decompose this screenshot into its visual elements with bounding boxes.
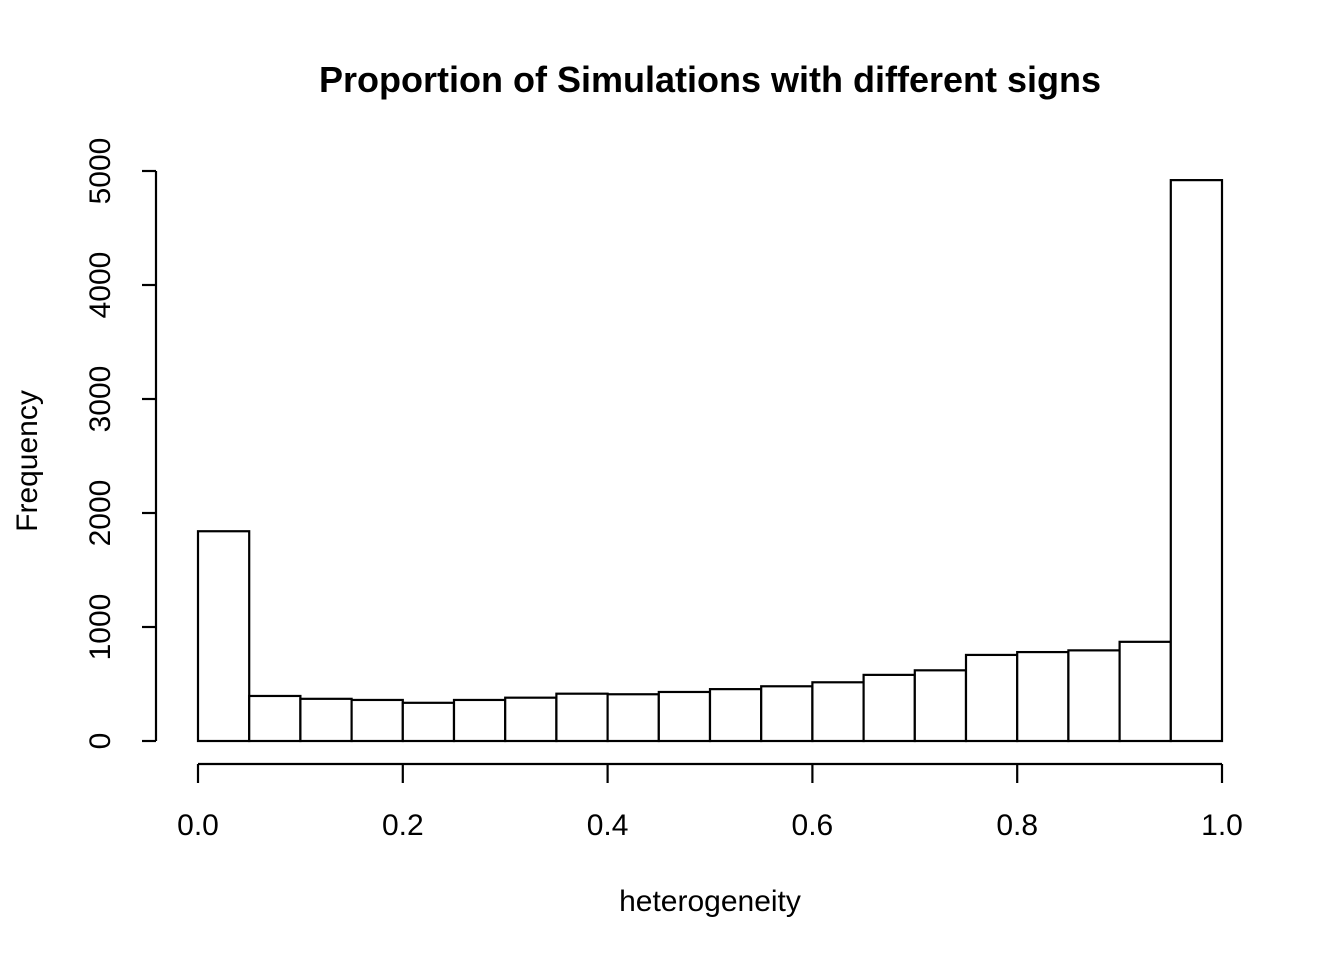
histogram-bar xyxy=(606,693,660,743)
x-tick-label: 0.8 xyxy=(996,809,1038,842)
histogram-bar xyxy=(964,653,1019,743)
histogram-bar xyxy=(196,530,251,743)
histogram-bar xyxy=(1067,649,1121,743)
x-axis-label: heterogeneity xyxy=(619,885,801,918)
y-axis-label: Frequency xyxy=(11,390,44,532)
histogram-bar xyxy=(350,698,404,743)
y-tick-label: 2000 xyxy=(84,480,117,547)
bars-group xyxy=(196,179,1224,743)
x-tick-label: 0.6 xyxy=(792,809,834,842)
histogram-bar xyxy=(248,694,302,743)
histogram-bar xyxy=(1169,179,1224,743)
histogram-bar xyxy=(504,696,558,743)
x-tick-label: 0.4 xyxy=(587,809,629,842)
y-tick-label: 4000 xyxy=(84,252,117,319)
y-tick-label: 5000 xyxy=(84,138,117,205)
x-axis: 0.0 0.2 0.4 0.6 0.8 1.0 xyxy=(177,762,1243,842)
histogram-bar xyxy=(708,688,763,743)
histogram-bar xyxy=(452,698,507,743)
chart-title: Proportion of Simulations with different… xyxy=(319,59,1101,100)
x-tick-label: 1.0 xyxy=(1201,809,1243,842)
x-tick-label: 0.0 xyxy=(177,809,219,842)
histogram-bar xyxy=(401,701,456,743)
histogram-bar xyxy=(555,692,609,743)
y-tick-label: 0 xyxy=(84,733,117,750)
histogram-bar xyxy=(913,669,968,743)
histogram-bar xyxy=(1118,640,1172,743)
y-axis: 0 1000 2000 3000 4000 5000 xyxy=(84,138,158,750)
x-tick-label: 0.2 xyxy=(382,809,424,842)
histogram-bar xyxy=(760,685,814,743)
histogram-bar xyxy=(1016,650,1070,743)
histogram-bar xyxy=(657,690,712,743)
histogram-bar xyxy=(862,673,916,743)
y-tick-label: 1000 xyxy=(84,594,117,661)
y-tick-label: 3000 xyxy=(84,366,117,433)
histogram-bar xyxy=(811,681,865,743)
histogram-bar xyxy=(299,697,353,743)
